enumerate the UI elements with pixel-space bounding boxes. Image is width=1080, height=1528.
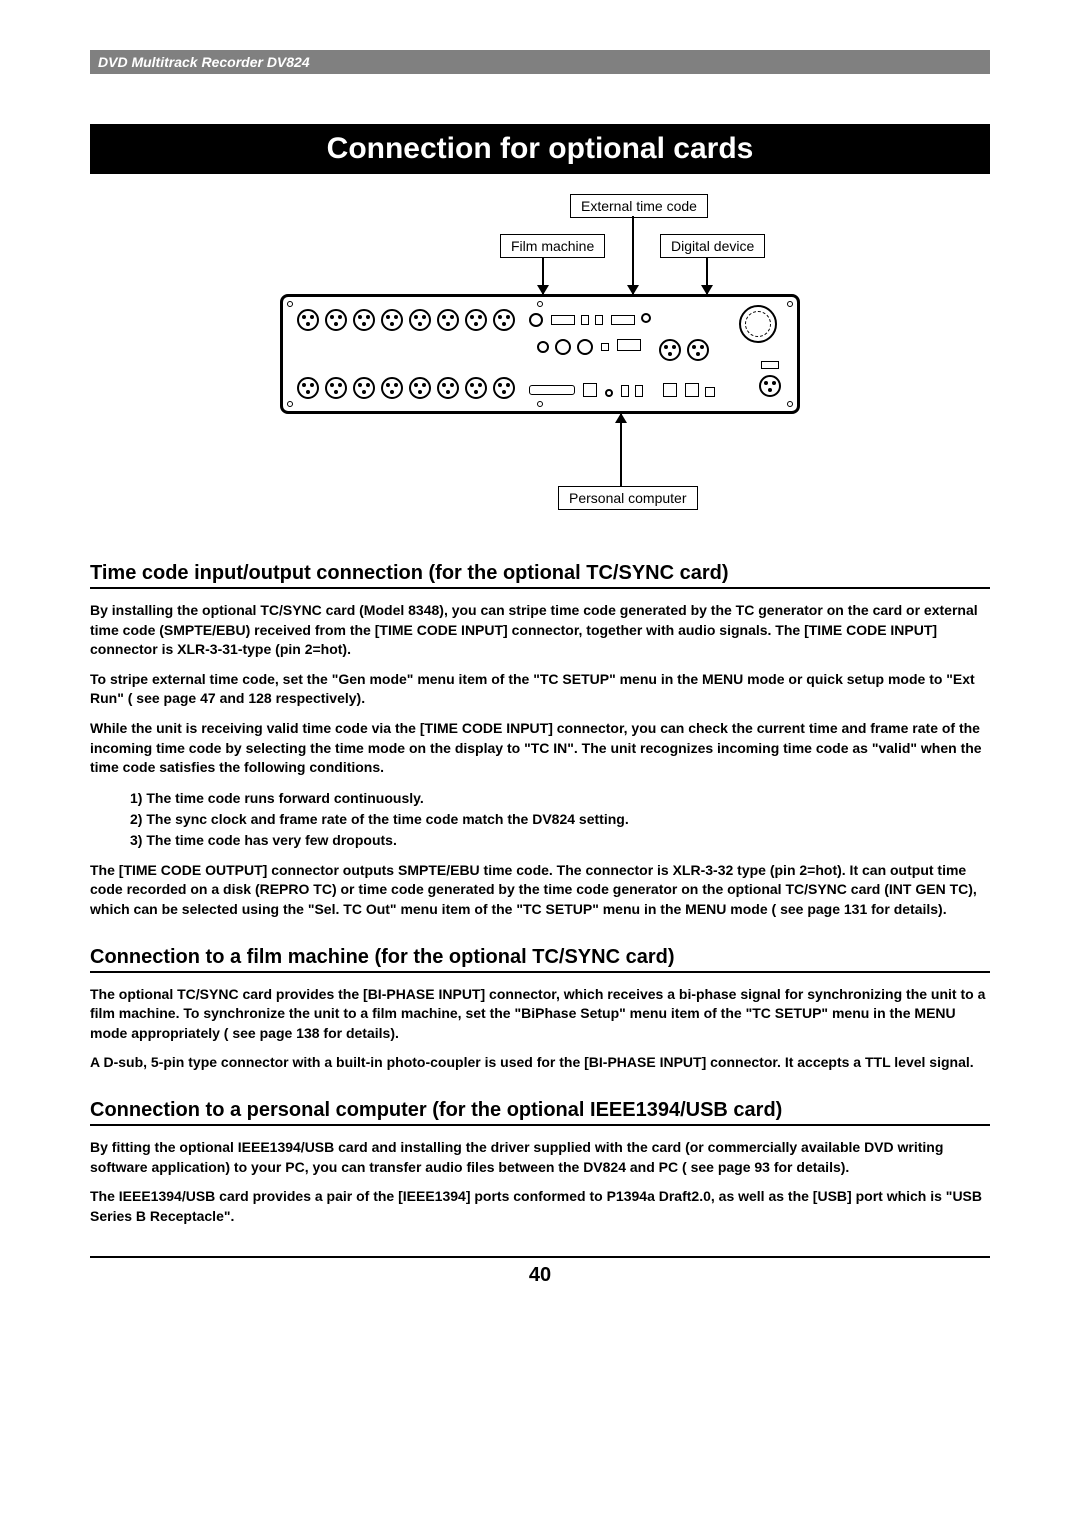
- list-item: 2) The sync clock and frame rate of the …: [130, 809, 990, 830]
- body-text: While the unit is receiving valid time c…: [90, 719, 990, 778]
- page-number: 40: [90, 1264, 990, 1287]
- section-heading-tc-io: Time code input/output connection (for t…: [90, 562, 990, 589]
- conditions-list: 1) The time code runs forward continuous…: [130, 788, 990, 851]
- label-external-tc: External time code: [570, 194, 708, 218]
- body-text: The [TIME CODE OUTPUT] connector outputs…: [90, 861, 990, 920]
- list-item: 3) The time code has very few dropouts.: [130, 830, 990, 851]
- header-text: DVD Multitrack Recorder DV824: [98, 54, 310, 70]
- footer-rule: [90, 1256, 990, 1258]
- connection-diagram: External time code Film machine Digital …: [90, 194, 990, 534]
- rear-panel-illustration: [280, 294, 800, 414]
- label-digital-device: Digital device: [660, 234, 765, 258]
- label-film-machine: Film machine: [500, 234, 605, 258]
- page-title: Connection for optional cards: [90, 124, 990, 174]
- body-text: To stripe external time code, set the "G…: [90, 670, 990, 709]
- list-item: 1) The time code runs forward continuous…: [130, 788, 990, 809]
- body-text: A D-sub, 5-pin type connector with a bui…: [90, 1053, 990, 1073]
- body-text: By fitting the optional IEEE1394/USB car…: [90, 1138, 990, 1177]
- section-heading-film: Connection to a film machine (for the op…: [90, 946, 990, 973]
- body-text: The IEEE1394/USB card provides a pair of…: [90, 1187, 990, 1226]
- label-personal-computer: Personal computer: [558, 486, 698, 510]
- body-text: By installing the optional TC/SYNC card …: [90, 601, 990, 660]
- body-text: The optional TC/SYNC card provides the […: [90, 985, 990, 1044]
- document-header: DVD Multitrack Recorder DV824: [90, 50, 990, 74]
- section-heading-pc: Connection to a personal computer (for t…: [90, 1099, 990, 1126]
